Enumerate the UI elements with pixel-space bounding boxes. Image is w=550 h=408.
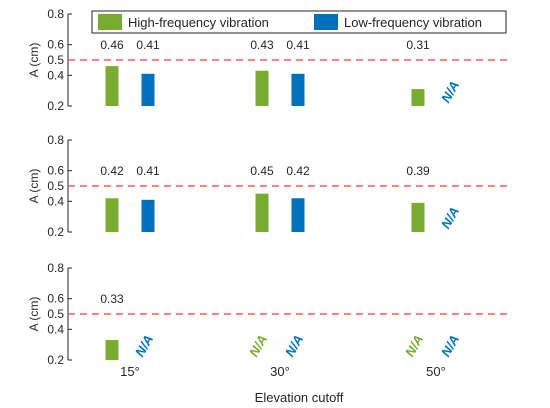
x-axis-label: Elevation cutoff — [255, 390, 344, 405]
legend-label-high: High-frequency vibration — [128, 15, 269, 30]
panel-1: 0.2 0.40.50.6 0.8 A (cm) 0.46 0.43 0.31 0.41 0.4… — [27, 7, 510, 113]
value-label: 0.33 — [100, 292, 124, 306]
legend-box — [91, 10, 507, 34]
y-tick-label: 0.6 — [47, 292, 64, 306]
bar-high-3 — [411, 89, 425, 106]
na-label: N/A — [438, 78, 462, 105]
y-tick-label: 0.5 — [47, 307, 64, 321]
y-tick-label: 0.5 — [47, 179, 64, 193]
x-tick-label: 15° — [120, 364, 140, 379]
legend-label-low: Low-frequency vibration — [344, 15, 482, 30]
na-label: N/A — [438, 332, 462, 359]
na-label: N/A — [246, 332, 270, 359]
y-tick-label: 0.4 — [47, 68, 64, 82]
legend-swatch-high — [98, 14, 122, 30]
bar-low-1 — [141, 199, 155, 232]
y-tick-label: 0.4 — [47, 322, 64, 336]
na-label: N/A — [282, 332, 306, 359]
y-tick-label: 0.8 — [47, 133, 64, 147]
bar-high-2 — [255, 70, 269, 106]
bar-low-2 — [291, 198, 305, 232]
value-label: 0.45 — [250, 164, 274, 178]
value-label: 0.43 — [250, 38, 274, 52]
value-label: 0.41 — [286, 38, 310, 52]
value-label: 0.31 — [406, 38, 430, 52]
y-axis-label: A (cm) — [27, 169, 41, 204]
y-tick-label: 0.8 — [47, 7, 64, 21]
value-label: 0.42 — [286, 164, 310, 178]
y-axis-label: A (cm) — [27, 43, 41, 78]
na-label: N/A — [402, 332, 426, 359]
y-tick-label: 0.6 — [47, 38, 64, 52]
bar-high-1 — [105, 340, 119, 360]
y-tick-label: 0.4 — [47, 194, 64, 208]
y-tick-label: 0.2 — [47, 99, 64, 113]
y-tick-label: 0.6 — [47, 164, 64, 178]
y-tick-label: 0.8 — [47, 261, 64, 275]
bar-high-2 — [255, 193, 269, 232]
x-tick-label: 50° — [426, 364, 446, 379]
legend-swatch-low — [314, 14, 338, 30]
value-label: 0.41 — [136, 38, 160, 52]
y-tick-label: 0.5 — [47, 53, 64, 67]
bar-low-2 — [291, 73, 305, 106]
na-label: N/A — [438, 204, 462, 231]
na-label: N/A — [132, 332, 156, 359]
panel-3: 0.2 0.40.50.6 0.8 A (cm) 0.33 N/A N/A N/A N/A N/A — [27, 261, 510, 367]
bar-high-3 — [411, 202, 425, 232]
x-tick-label: 30° — [270, 364, 290, 379]
bar-high-1 — [105, 198, 119, 232]
value-label: 0.41 — [136, 164, 160, 178]
bar-high-1 — [105, 66, 119, 106]
bar-low-1 — [141, 73, 155, 106]
value-label: 0.46 — [100, 38, 124, 52]
y-axis-label: A (cm) — [27, 297, 41, 332]
y-tick-label: 0.2 — [47, 225, 64, 239]
legend: High-frequency vibration Low-frequency vi… — [91, 10, 507, 34]
value-label: 0.39 — [406, 164, 430, 178]
panel-2: 0.2 0.40.50.6 0.8 A (cm) 0.42 0.45 0.39 0.41 0.4… — [27, 133, 510, 239]
y-tick-label: 0.2 — [47, 353, 64, 367]
value-label: 0.42 — [100, 164, 124, 178]
